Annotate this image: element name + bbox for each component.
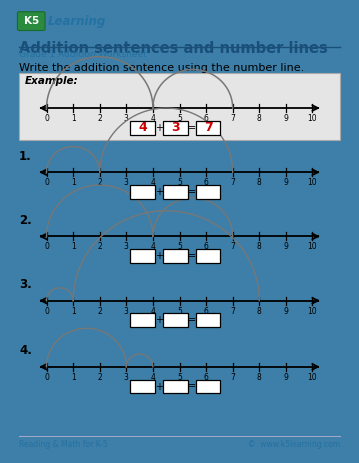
Text: 4: 4 (138, 121, 147, 134)
Text: 1: 1 (71, 373, 75, 382)
Text: 7: 7 (230, 114, 235, 123)
Text: 9: 9 (283, 307, 288, 316)
Text: 5: 5 (177, 242, 182, 251)
Bar (196, 313, 220, 327)
Text: 8: 8 (257, 373, 262, 382)
Text: =: = (188, 187, 196, 197)
Text: K5: K5 (24, 16, 39, 26)
Bar (163, 313, 188, 327)
Text: =: = (188, 123, 196, 133)
Bar (196, 249, 220, 263)
Text: 2: 2 (97, 307, 102, 316)
Text: =: = (188, 315, 196, 325)
Text: Example:: Example: (25, 76, 79, 87)
Text: 10: 10 (308, 307, 317, 316)
Bar (196, 121, 220, 135)
Text: 1.: 1. (19, 150, 32, 163)
Text: 2: 2 (97, 373, 102, 382)
Text: 1: 1 (71, 178, 75, 187)
FancyBboxPatch shape (18, 12, 45, 31)
Text: 8: 8 (257, 114, 262, 123)
Text: 3: 3 (124, 242, 129, 251)
Text: 1: 1 (71, 307, 75, 316)
Text: 7: 7 (230, 307, 235, 316)
Bar (163, 185, 188, 199)
Text: 3: 3 (124, 178, 129, 187)
Text: 3: 3 (124, 373, 129, 382)
Text: Learning: Learning (48, 15, 106, 28)
Text: Reading & Math for K-5: Reading & Math for K-5 (19, 440, 108, 449)
Text: 1: 1 (71, 242, 75, 251)
Bar (130, 380, 155, 394)
Text: 4.: 4. (19, 344, 32, 357)
Text: 0: 0 (44, 242, 49, 251)
Text: 9: 9 (283, 178, 288, 187)
Bar (163, 380, 188, 394)
Text: 4: 4 (150, 242, 155, 251)
Text: 8: 8 (257, 242, 262, 251)
Bar (163, 121, 188, 135)
Text: +: + (155, 315, 163, 325)
Bar (196, 380, 220, 394)
Bar (130, 313, 155, 327)
Text: 0: 0 (44, 178, 49, 187)
Text: 2: 2 (97, 242, 102, 251)
Text: 9: 9 (283, 373, 288, 382)
Text: 8: 8 (257, 178, 262, 187)
Text: 10: 10 (308, 373, 317, 382)
Text: 3: 3 (171, 121, 180, 134)
Text: 5: 5 (177, 307, 182, 316)
Text: 10: 10 (308, 114, 317, 123)
Bar (130, 249, 155, 263)
Text: =: = (188, 251, 196, 261)
Text: 0: 0 (44, 114, 49, 123)
Bar (163, 249, 188, 263)
Text: 10: 10 (308, 178, 317, 187)
Text: 6: 6 (204, 307, 209, 316)
Text: ©  www.k5learning.com: © www.k5learning.com (248, 440, 340, 449)
Text: 9: 9 (283, 114, 288, 123)
Text: 6: 6 (204, 114, 209, 123)
Text: 6: 6 (204, 373, 209, 382)
Bar (130, 185, 155, 199)
Text: 4: 4 (150, 114, 155, 123)
Text: 5: 5 (177, 114, 182, 123)
Text: 0: 0 (44, 373, 49, 382)
Text: 2.: 2. (19, 214, 32, 227)
Text: +: + (155, 187, 163, 197)
Text: 5: 5 (177, 373, 182, 382)
Text: 7: 7 (230, 178, 235, 187)
Text: 6: 6 (204, 178, 209, 187)
Text: Addition sentences and number lines: Addition sentences and number lines (19, 41, 328, 56)
Text: 7: 7 (230, 242, 235, 251)
Text: 0: 0 (44, 307, 49, 316)
Text: 2: 2 (97, 178, 102, 187)
Bar (130, 121, 155, 135)
Text: 2: 2 (97, 114, 102, 123)
Text: 7: 7 (230, 373, 235, 382)
Text: 8: 8 (257, 307, 262, 316)
Text: +: + (155, 251, 163, 261)
Text: 7: 7 (204, 121, 213, 134)
Bar (19, 74, 340, 140)
Text: +: + (155, 123, 163, 133)
Text: 4: 4 (150, 373, 155, 382)
Text: 9: 9 (283, 242, 288, 251)
Text: 4: 4 (150, 307, 155, 316)
Text: +: + (155, 382, 163, 392)
Text: 3: 3 (124, 307, 129, 316)
Text: 6: 6 (204, 242, 209, 251)
Text: Write the addition sentence using the number line.: Write the addition sentence using the nu… (19, 63, 304, 73)
Text: 4: 4 (150, 178, 155, 187)
Text: 3.: 3. (19, 278, 32, 291)
Text: 5: 5 (177, 178, 182, 187)
Text: 1: 1 (71, 114, 75, 123)
Text: 3: 3 (124, 114, 129, 123)
Text: =: = (188, 382, 196, 392)
Text: 10: 10 (308, 242, 317, 251)
Bar (196, 185, 220, 199)
Text: Grade 1 Addition Worksheet: Grade 1 Addition Worksheet (19, 50, 147, 59)
